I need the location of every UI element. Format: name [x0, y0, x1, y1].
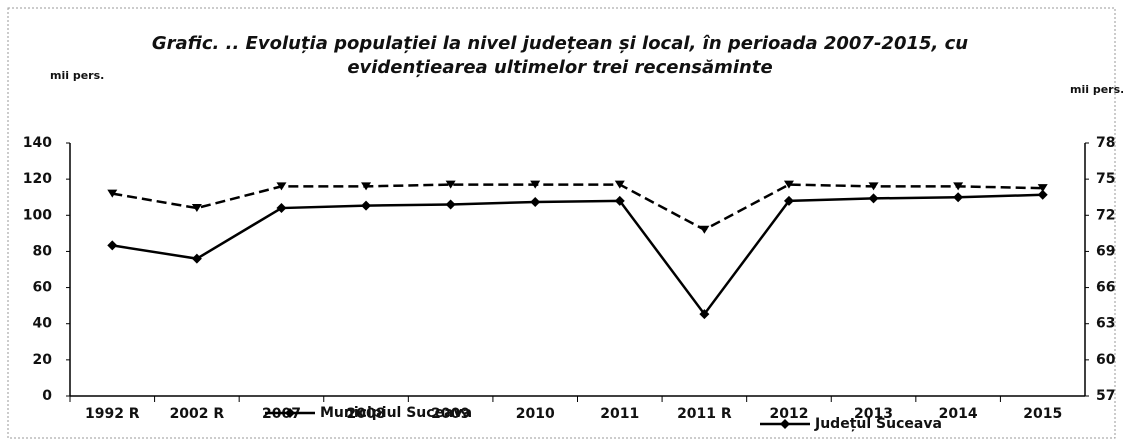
y2-axis-label: mii pers.: [1070, 83, 1123, 96]
y2-tick-label: 57: [1096, 388, 1115, 404]
x-tick-label: 2013: [854, 406, 893, 422]
series-line: [112, 193, 1043, 317]
y-axis-label: mii pers.: [50, 69, 104, 82]
y2-tick-label: 78: [1096, 135, 1115, 151]
point: [953, 182, 964, 191]
point: [953, 192, 964, 203]
chart-title: evidențiearea ultimelor trei recensămint…: [347, 57, 772, 78]
point: [699, 225, 710, 234]
y2-tick-label: 63: [1096, 316, 1115, 332]
y2-tick-label: 69: [1096, 243, 1115, 259]
x-tick-label: 2015: [1023, 406, 1062, 422]
y-tick-label: 100: [23, 207, 52, 223]
x-tick-label: 2002 R: [170, 406, 225, 422]
x-tick-label: 2011: [600, 406, 639, 422]
point: [783, 180, 794, 189]
x-tick-label: 1992 R: [85, 406, 140, 422]
point: [614, 180, 625, 189]
point: [276, 203, 287, 214]
point: [191, 253, 202, 264]
legend-label: Municipiul Suceava: [320, 405, 472, 421]
point: [783, 195, 794, 206]
y-tick-label: 60: [33, 280, 53, 296]
frame: [7, 7, 1116, 439]
point: [107, 189, 118, 198]
chart-title: Grafic. .. Evoluția populației la nivel …: [152, 33, 968, 54]
y-tick-label: 140: [23, 135, 52, 151]
point: [699, 309, 710, 320]
y2-tick-label: 66: [1096, 280, 1115, 296]
x-tick-label: 2011 R: [677, 406, 732, 422]
point: [868, 182, 879, 191]
point: [445, 180, 456, 189]
point: [530, 197, 541, 208]
y-tick-label: 20: [33, 352, 53, 368]
y2-tick-label: 75: [1096, 171, 1115, 187]
y2-tick-label: 60: [1096, 352, 1116, 368]
x-tick-label: 2008: [347, 406, 386, 422]
point: [445, 199, 456, 210]
x-tick-label: 2012: [769, 406, 808, 422]
x-tick-label: 2009: [431, 406, 470, 422]
y2-tick-label: 72: [1096, 207, 1115, 223]
legend-label: Județul Suceava: [814, 416, 942, 432]
legend-marker: [780, 419, 790, 429]
point: [1037, 189, 1048, 200]
legend-marker: [285, 408, 295, 418]
series-line: [112, 183, 1043, 232]
x-tick-label: 2014: [939, 406, 978, 422]
point: [868, 193, 879, 204]
y-tick-label: 120: [23, 171, 52, 187]
x-tick-label: 2010: [516, 406, 555, 422]
point: [361, 200, 372, 211]
point: [191, 204, 202, 213]
point: [361, 182, 372, 191]
point: [107, 240, 118, 251]
point: [530, 180, 541, 189]
y-tick-label: 0: [42, 388, 52, 404]
point: [1037, 184, 1048, 193]
y-tick-label: 80: [33, 243, 53, 259]
y-tick-label: 40: [33, 316, 53, 332]
point: [614, 195, 625, 206]
point: [276, 182, 287, 191]
